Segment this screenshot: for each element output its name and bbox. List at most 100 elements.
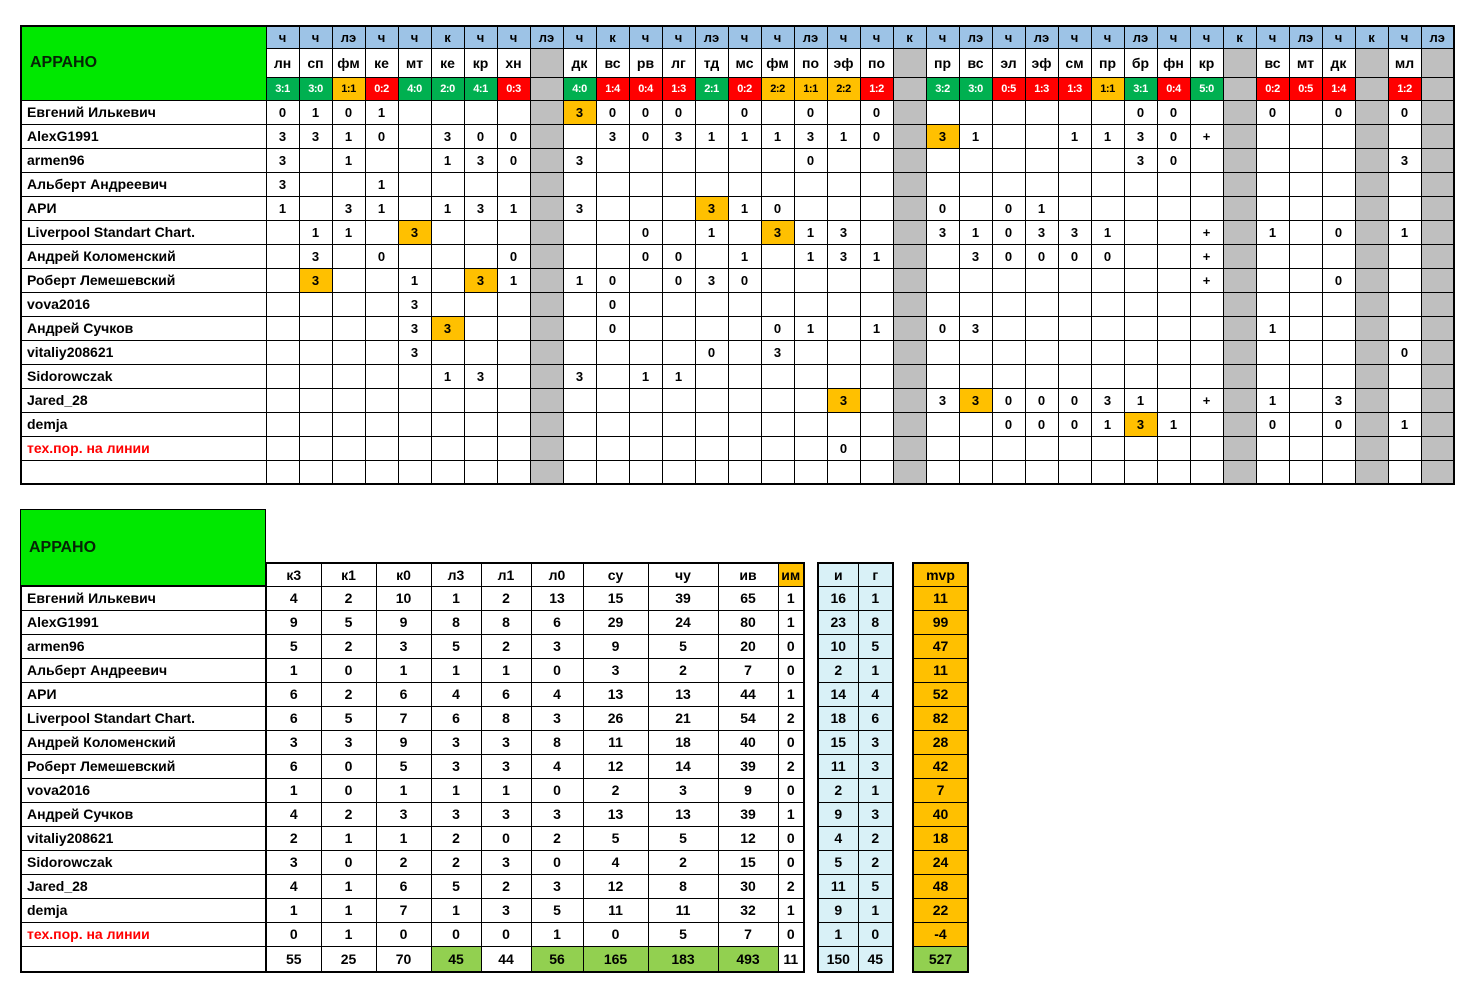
stat-cell[interactable]: 8 (430, 609, 482, 635)
stat-cell[interactable]: 16 (817, 585, 859, 611)
stat-cell[interactable]: 23 (817, 609, 859, 635)
grid-cell[interactable] (1090, 147, 1125, 173)
grid-cell[interactable] (463, 171, 498, 197)
grid-cell[interactable] (859, 291, 894, 317)
grid-cell[interactable]: 3 (463, 195, 498, 221)
match-type-header-cell[interactable]: к (892, 25, 927, 49)
player-name-cell[interactable]: Liverpool Standart Chart. (20, 219, 267, 245)
grid-cell[interactable] (1057, 339, 1092, 365)
stat-cell[interactable]: 21 (647, 705, 719, 731)
grid-cell[interactable] (562, 171, 597, 197)
grid-cell[interactable] (661, 387, 696, 413)
grid-cell[interactable] (958, 267, 993, 293)
grid-cell[interactable] (397, 147, 432, 173)
grid-cell[interactable]: 0 (1321, 99, 1356, 125)
stat-cell[interactable]: 1 (430, 777, 482, 803)
stat-cell[interactable]: 4 (817, 825, 859, 851)
grid-cell[interactable] (331, 291, 366, 317)
stat-cell[interactable]: 5 (647, 633, 719, 659)
grid-cell[interactable] (595, 339, 630, 365)
stat-cell[interactable]: 0 (375, 921, 432, 947)
total-cell[interactable]: 45 (857, 945, 894, 973)
grid-cell[interactable] (496, 99, 531, 125)
match-type-header-cell[interactable]: ч (1255, 25, 1290, 49)
player-name-cell[interactable]: vitaliy208621 (20, 339, 267, 365)
opponent-abbrev-cell[interactable]: эф (826, 47, 861, 78)
grid-cell[interactable] (397, 459, 432, 485)
grid-cell[interactable] (859, 267, 894, 293)
grid-cell[interactable]: 0 (628, 243, 663, 269)
grid-cell[interactable] (331, 315, 366, 341)
stat-cell[interactable]: 2 (857, 825, 894, 851)
grid-cell[interactable] (793, 387, 828, 413)
grid-cell[interactable]: 1 (331, 147, 366, 173)
player-name-cell[interactable]: Андрей Сучков (20, 315, 267, 341)
grid-cell[interactable] (991, 435, 1026, 461)
grid-cell[interactable] (397, 99, 432, 125)
grid-cell[interactable]: + (1189, 267, 1224, 293)
grid-cell[interactable] (331, 459, 366, 485)
grid-cell[interactable] (1024, 267, 1059, 293)
stat-cell[interactable]: 2 (777, 873, 805, 899)
stat-cell[interactable]: 7 (375, 897, 432, 923)
stat-cell[interactable]: 3 (530, 801, 584, 827)
grid-cell[interactable] (463, 411, 498, 437)
match-type-header-cell[interactable]: ч (265, 25, 300, 49)
grid-cell[interactable]: 3 (1123, 411, 1158, 437)
grid-cell[interactable]: + (1189, 219, 1224, 245)
opponent-abbrev-cell[interactable]: ке (430, 47, 465, 78)
stat-cell[interactable]: 1 (375, 825, 432, 851)
grid-cell[interactable]: 0 (1024, 243, 1059, 269)
stat-cell[interactable]: 30 (717, 873, 779, 899)
match-score-cell[interactable]: 2:2 (826, 76, 861, 101)
grid-cell[interactable] (265, 339, 300, 365)
match-type-header-cell[interactable]: ч (628, 25, 663, 49)
stat-cell[interactable]: 4 (430, 681, 482, 707)
grid-cell[interactable] (463, 339, 498, 365)
grid-cell[interactable]: 1 (694, 219, 729, 245)
grid-cell[interactable] (265, 435, 300, 461)
grid-cell[interactable]: 0 (496, 147, 531, 173)
grid-cell[interactable] (694, 315, 729, 341)
grid-cell[interactable] (760, 387, 795, 413)
grid-cell[interactable]: 1 (958, 219, 993, 245)
player-name-cell[interactable]: Андрей Сучков (20, 801, 267, 827)
stat-cell[interactable]: 5 (320, 609, 377, 635)
grid-cell[interactable] (859, 435, 894, 461)
grid-cell[interactable] (364, 267, 399, 293)
grid-cell[interactable]: 3 (826, 219, 861, 245)
grid-cell[interactable] (1189, 435, 1224, 461)
total-cell[interactable]: 527 (912, 945, 969, 973)
grid-cell[interactable] (562, 387, 597, 413)
stat-column-header[interactable]: к1 (320, 562, 377, 587)
grid-cell[interactable]: 3 (1090, 387, 1125, 413)
grid-cell[interactable]: 1 (1057, 123, 1092, 149)
stat-cell[interactable]: 3 (480, 729, 532, 755)
stat-cell[interactable]: 2 (817, 657, 859, 683)
grid-cell[interactable] (793, 411, 828, 437)
grid-cell[interactable] (628, 195, 663, 221)
mvp-cell[interactable]: 18 (912, 825, 969, 851)
match-type-header-cell[interactable]: лэ (958, 25, 993, 49)
stat-cell[interactable]: 5 (582, 825, 649, 851)
grid-cell[interactable] (496, 291, 531, 317)
stat-cell[interactable]: 0 (530, 657, 584, 683)
grid-cell[interactable] (595, 459, 630, 485)
grid-cell[interactable] (397, 171, 432, 197)
player-name-cell[interactable]: vitaliy208621 (20, 825, 267, 851)
grid-cell[interactable]: 1 (727, 195, 762, 221)
grid-cell[interactable] (991, 291, 1026, 317)
grid-cell[interactable]: 0 (991, 219, 1026, 245)
grid-cell[interactable] (661, 459, 696, 485)
grid-cell[interactable] (298, 363, 333, 389)
player-name-cell[interactable]: Альберт Андреевич (20, 657, 267, 683)
stat-cell[interactable]: 13 (582, 801, 649, 827)
stat-cell[interactable]: 2 (430, 849, 482, 875)
grid-cell[interactable] (1255, 195, 1290, 221)
grid-cell[interactable] (991, 99, 1026, 125)
stat-cell[interactable]: 6 (265, 753, 322, 779)
grid-cell[interactable] (331, 339, 366, 365)
grid-cell[interactable] (1123, 243, 1158, 269)
grid-cell[interactable]: 1 (1024, 195, 1059, 221)
stat-cell[interactable]: 3 (480, 849, 532, 875)
